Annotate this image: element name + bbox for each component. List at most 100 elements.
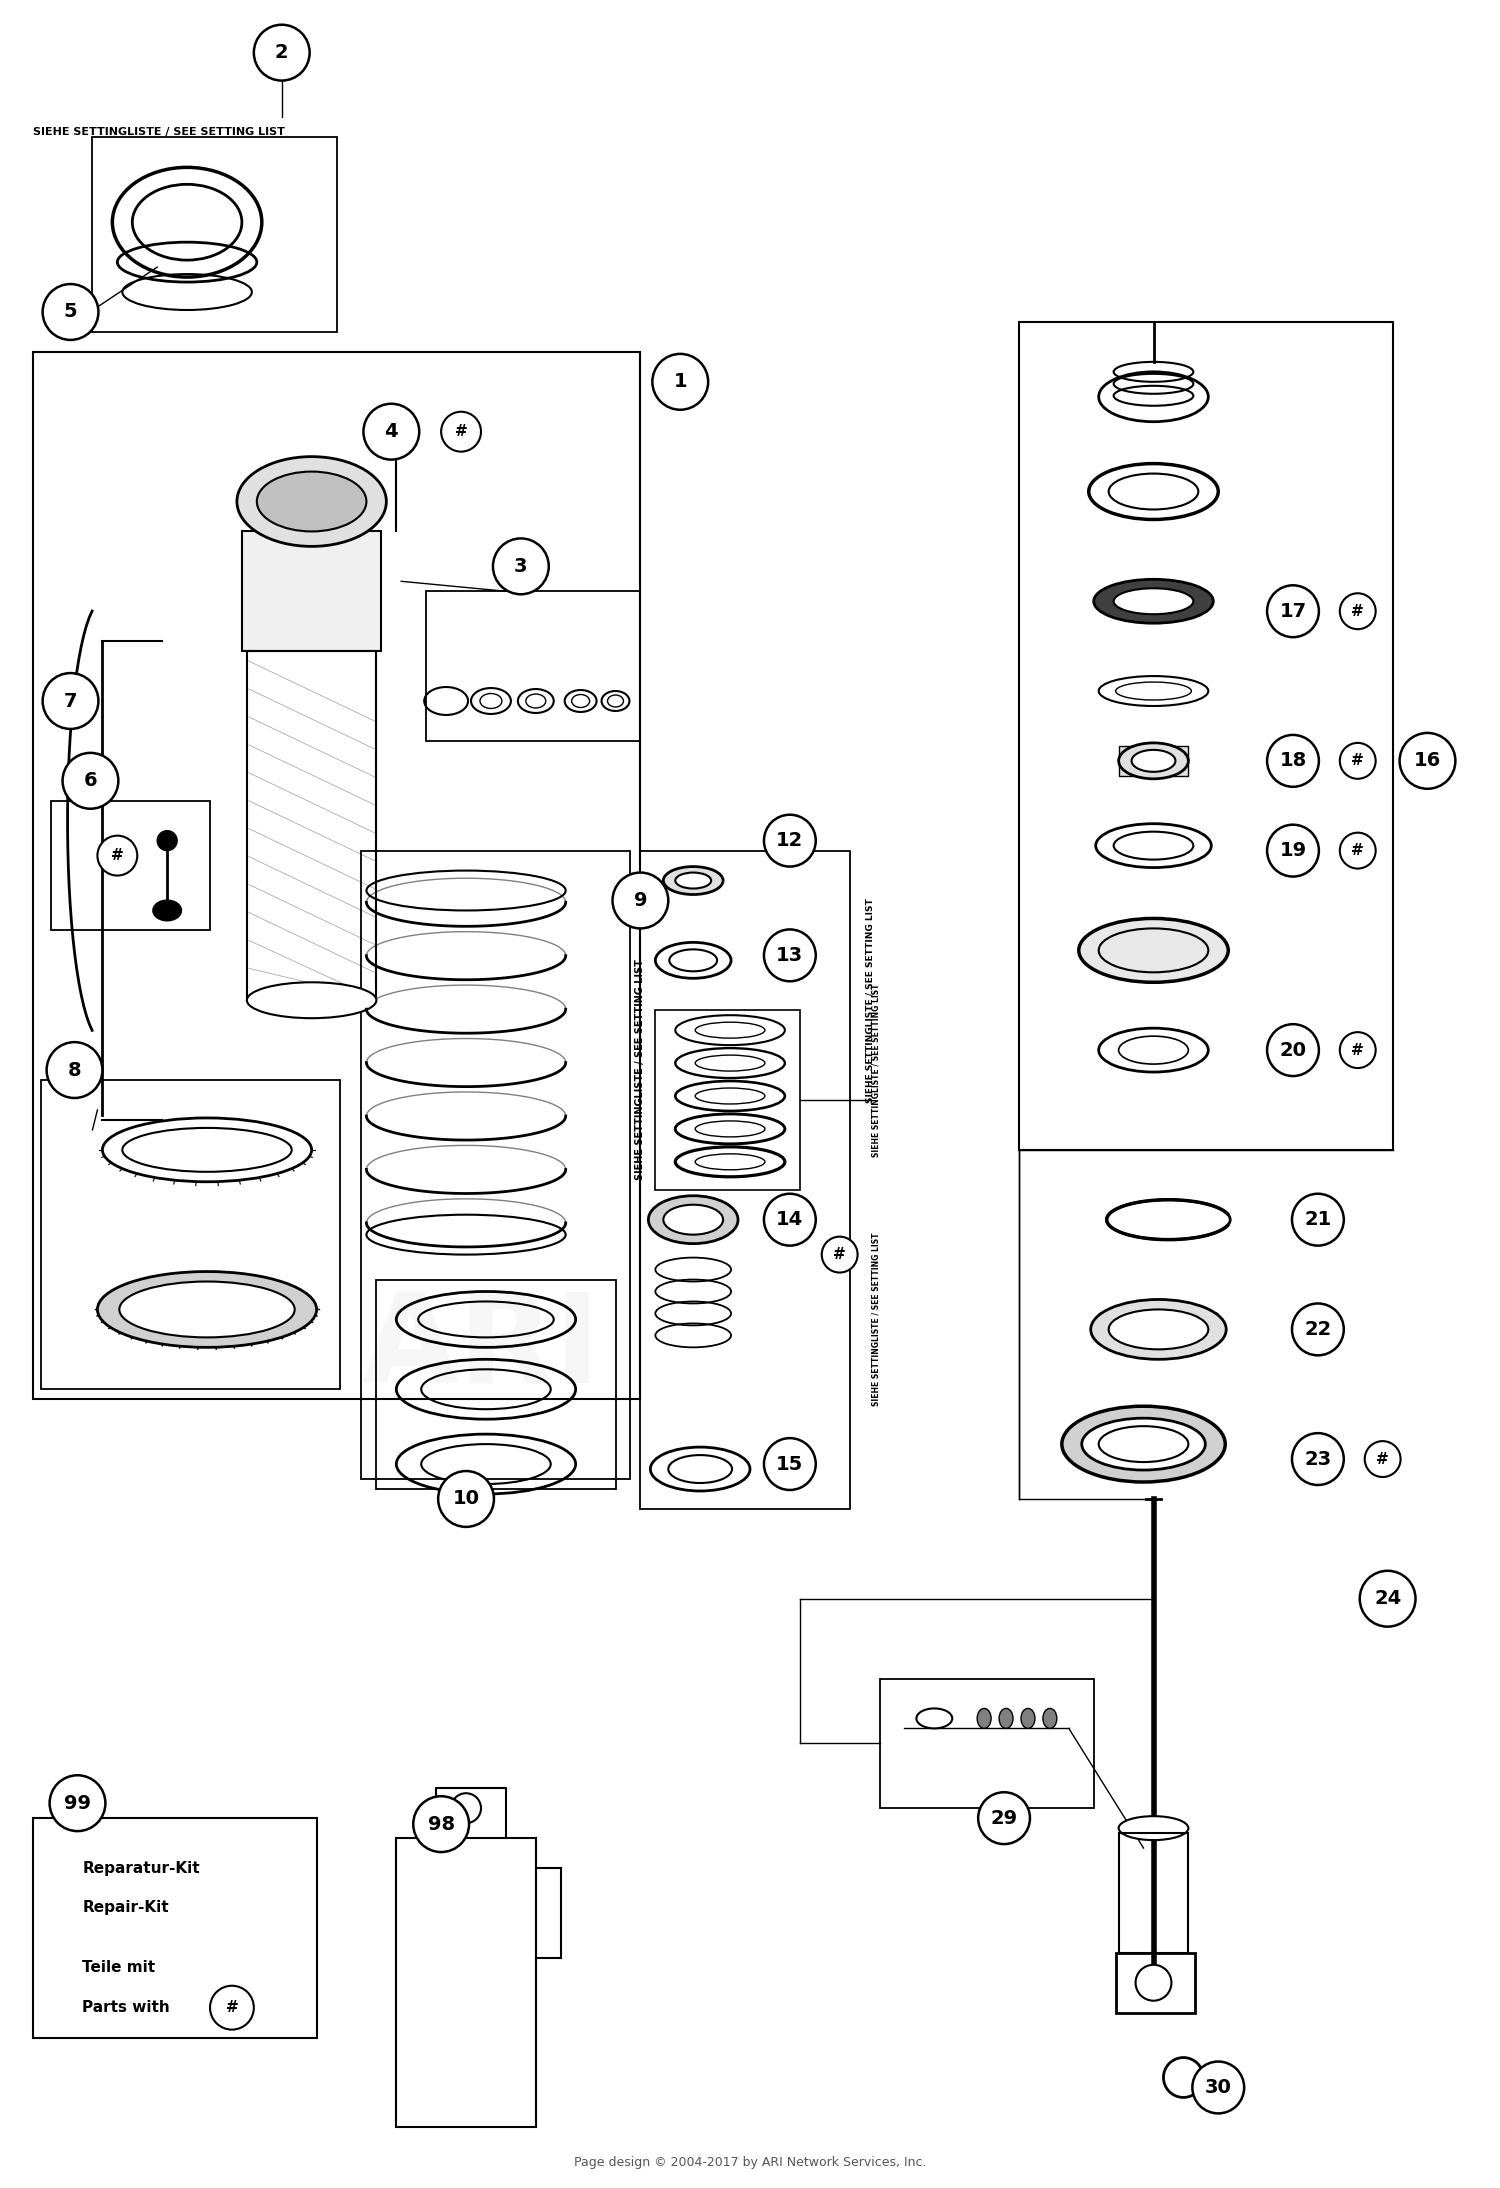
- Text: ARI: ARI: [362, 1289, 600, 1409]
- Text: 18: 18: [1280, 750, 1306, 770]
- Text: 6: 6: [84, 772, 98, 790]
- Circle shape: [1292, 1433, 1344, 1486]
- Circle shape: [978, 1792, 1030, 1844]
- Ellipse shape: [999, 1709, 1012, 1729]
- Text: #: #: [1352, 604, 1364, 619]
- Circle shape: [63, 753, 118, 810]
- Ellipse shape: [153, 901, 182, 921]
- Circle shape: [42, 674, 99, 729]
- Text: Teile mit: Teile mit: [82, 1960, 156, 1976]
- Circle shape: [98, 836, 138, 875]
- Text: 17: 17: [1280, 602, 1306, 621]
- Ellipse shape: [98, 1271, 316, 1348]
- Bar: [656, 1011, 800, 1190]
- Text: 19: 19: [1280, 840, 1306, 860]
- Text: 98: 98: [427, 1814, 454, 1834]
- Circle shape: [46, 1041, 102, 1098]
- Bar: [33, 352, 640, 1398]
- Circle shape: [210, 1987, 254, 2030]
- Ellipse shape: [663, 1206, 723, 1234]
- Ellipse shape: [1119, 744, 1188, 779]
- Ellipse shape: [248, 982, 376, 1017]
- Text: SIEHE SETTINGLISTE / SEE SETTING LIST: SIEHE SETTINGLISTE / SEE SETTING LIST: [33, 127, 285, 138]
- Text: #: #: [1352, 753, 1364, 768]
- Text: SIEHE SETTINGLISTE / SEE SETTING LIST: SIEHE SETTINGLISTE / SEE SETTING LIST: [871, 982, 880, 1157]
- Bar: [1119, 1834, 1188, 1954]
- Ellipse shape: [1022, 1709, 1035, 1729]
- Text: 16: 16: [1414, 750, 1442, 770]
- Text: Reparatur-Kit: Reparatur-Kit: [82, 1860, 200, 1875]
- Circle shape: [254, 24, 309, 81]
- Ellipse shape: [132, 184, 242, 260]
- Text: SIEHE SETTINGLISTE / SEE SETTING LIST: SIEHE SETTINGLISTE / SEE SETTING LIST: [636, 961, 645, 1182]
- Text: 8: 8: [68, 1061, 81, 1079]
- Text: 10: 10: [453, 1490, 480, 1508]
- Circle shape: [50, 1774, 105, 1831]
- Circle shape: [1365, 1442, 1401, 1477]
- Bar: [396, 1838, 536, 2127]
- Text: Parts with: Parts with: [82, 2000, 170, 2015]
- Circle shape: [414, 1796, 470, 1851]
- Text: SIEHE SETTINGLISTE / SEE SETTING LIST: SIEHE SETTINGLISTE / SEE SETTING LIST: [871, 1232, 880, 1407]
- Ellipse shape: [675, 873, 711, 888]
- Ellipse shape: [1113, 589, 1194, 615]
- Ellipse shape: [648, 1195, 738, 1243]
- Text: SIEHE SETTINGLISTE / SEE SETTING LIST: SIEHE SETTINGLISTE / SEE SETTING LIST: [865, 897, 874, 1103]
- Circle shape: [452, 1794, 482, 1823]
- Text: #: #: [1352, 1044, 1364, 1057]
- Circle shape: [1340, 744, 1376, 779]
- Circle shape: [1340, 834, 1376, 869]
- Circle shape: [1268, 1024, 1318, 1076]
- Text: 30: 30: [1204, 2079, 1231, 2096]
- Text: 1: 1: [674, 372, 687, 392]
- Circle shape: [1292, 1304, 1344, 1354]
- Bar: [93, 138, 336, 333]
- Circle shape: [1340, 593, 1376, 630]
- Text: #: #: [225, 2000, 238, 2015]
- Circle shape: [1192, 2061, 1243, 2114]
- Text: 24: 24: [1374, 1588, 1401, 1608]
- Text: Page design © 2004-2017 by ARI Network Services, Inc.: Page design © 2004-2017 by ARI Network S…: [573, 2155, 926, 2168]
- Ellipse shape: [1119, 1816, 1188, 1840]
- Bar: [426, 591, 640, 742]
- Circle shape: [764, 814, 816, 866]
- Ellipse shape: [1078, 919, 1228, 982]
- Bar: [1119, 746, 1188, 777]
- Circle shape: [441, 411, 482, 451]
- Text: 22: 22: [1305, 1319, 1332, 1339]
- Circle shape: [1268, 735, 1318, 788]
- Circle shape: [764, 1438, 816, 1490]
- Circle shape: [384, 409, 408, 433]
- Ellipse shape: [120, 1282, 294, 1337]
- Ellipse shape: [1042, 1709, 1058, 1729]
- Circle shape: [158, 831, 177, 851]
- Bar: [1019, 322, 1392, 1151]
- Bar: [248, 652, 376, 1000]
- Ellipse shape: [256, 473, 366, 532]
- Circle shape: [1136, 1965, 1172, 2000]
- Circle shape: [1164, 2057, 1203, 2098]
- Text: 2: 2: [274, 44, 288, 61]
- Text: #: #: [111, 849, 123, 862]
- Ellipse shape: [1094, 580, 1214, 624]
- Text: 20: 20: [1280, 1041, 1306, 1059]
- Text: 29: 29: [990, 1809, 1017, 1827]
- Text: 21: 21: [1305, 1210, 1332, 1230]
- Circle shape: [1268, 586, 1318, 637]
- Circle shape: [438, 1470, 494, 1527]
- Text: #: #: [834, 1247, 846, 1262]
- Text: 99: 99: [64, 1794, 92, 1812]
- Ellipse shape: [663, 866, 723, 895]
- Bar: [376, 1280, 615, 1490]
- Ellipse shape: [1090, 1300, 1226, 1359]
- Circle shape: [42, 284, 99, 339]
- Bar: [242, 532, 381, 652]
- Text: 5: 5: [63, 302, 78, 322]
- Circle shape: [494, 538, 549, 595]
- Circle shape: [1292, 1195, 1344, 1245]
- Ellipse shape: [976, 1709, 992, 1729]
- Bar: [33, 1818, 316, 2037]
- Bar: [40, 1081, 339, 1389]
- Ellipse shape: [916, 1709, 952, 1729]
- Ellipse shape: [1108, 1308, 1209, 1350]
